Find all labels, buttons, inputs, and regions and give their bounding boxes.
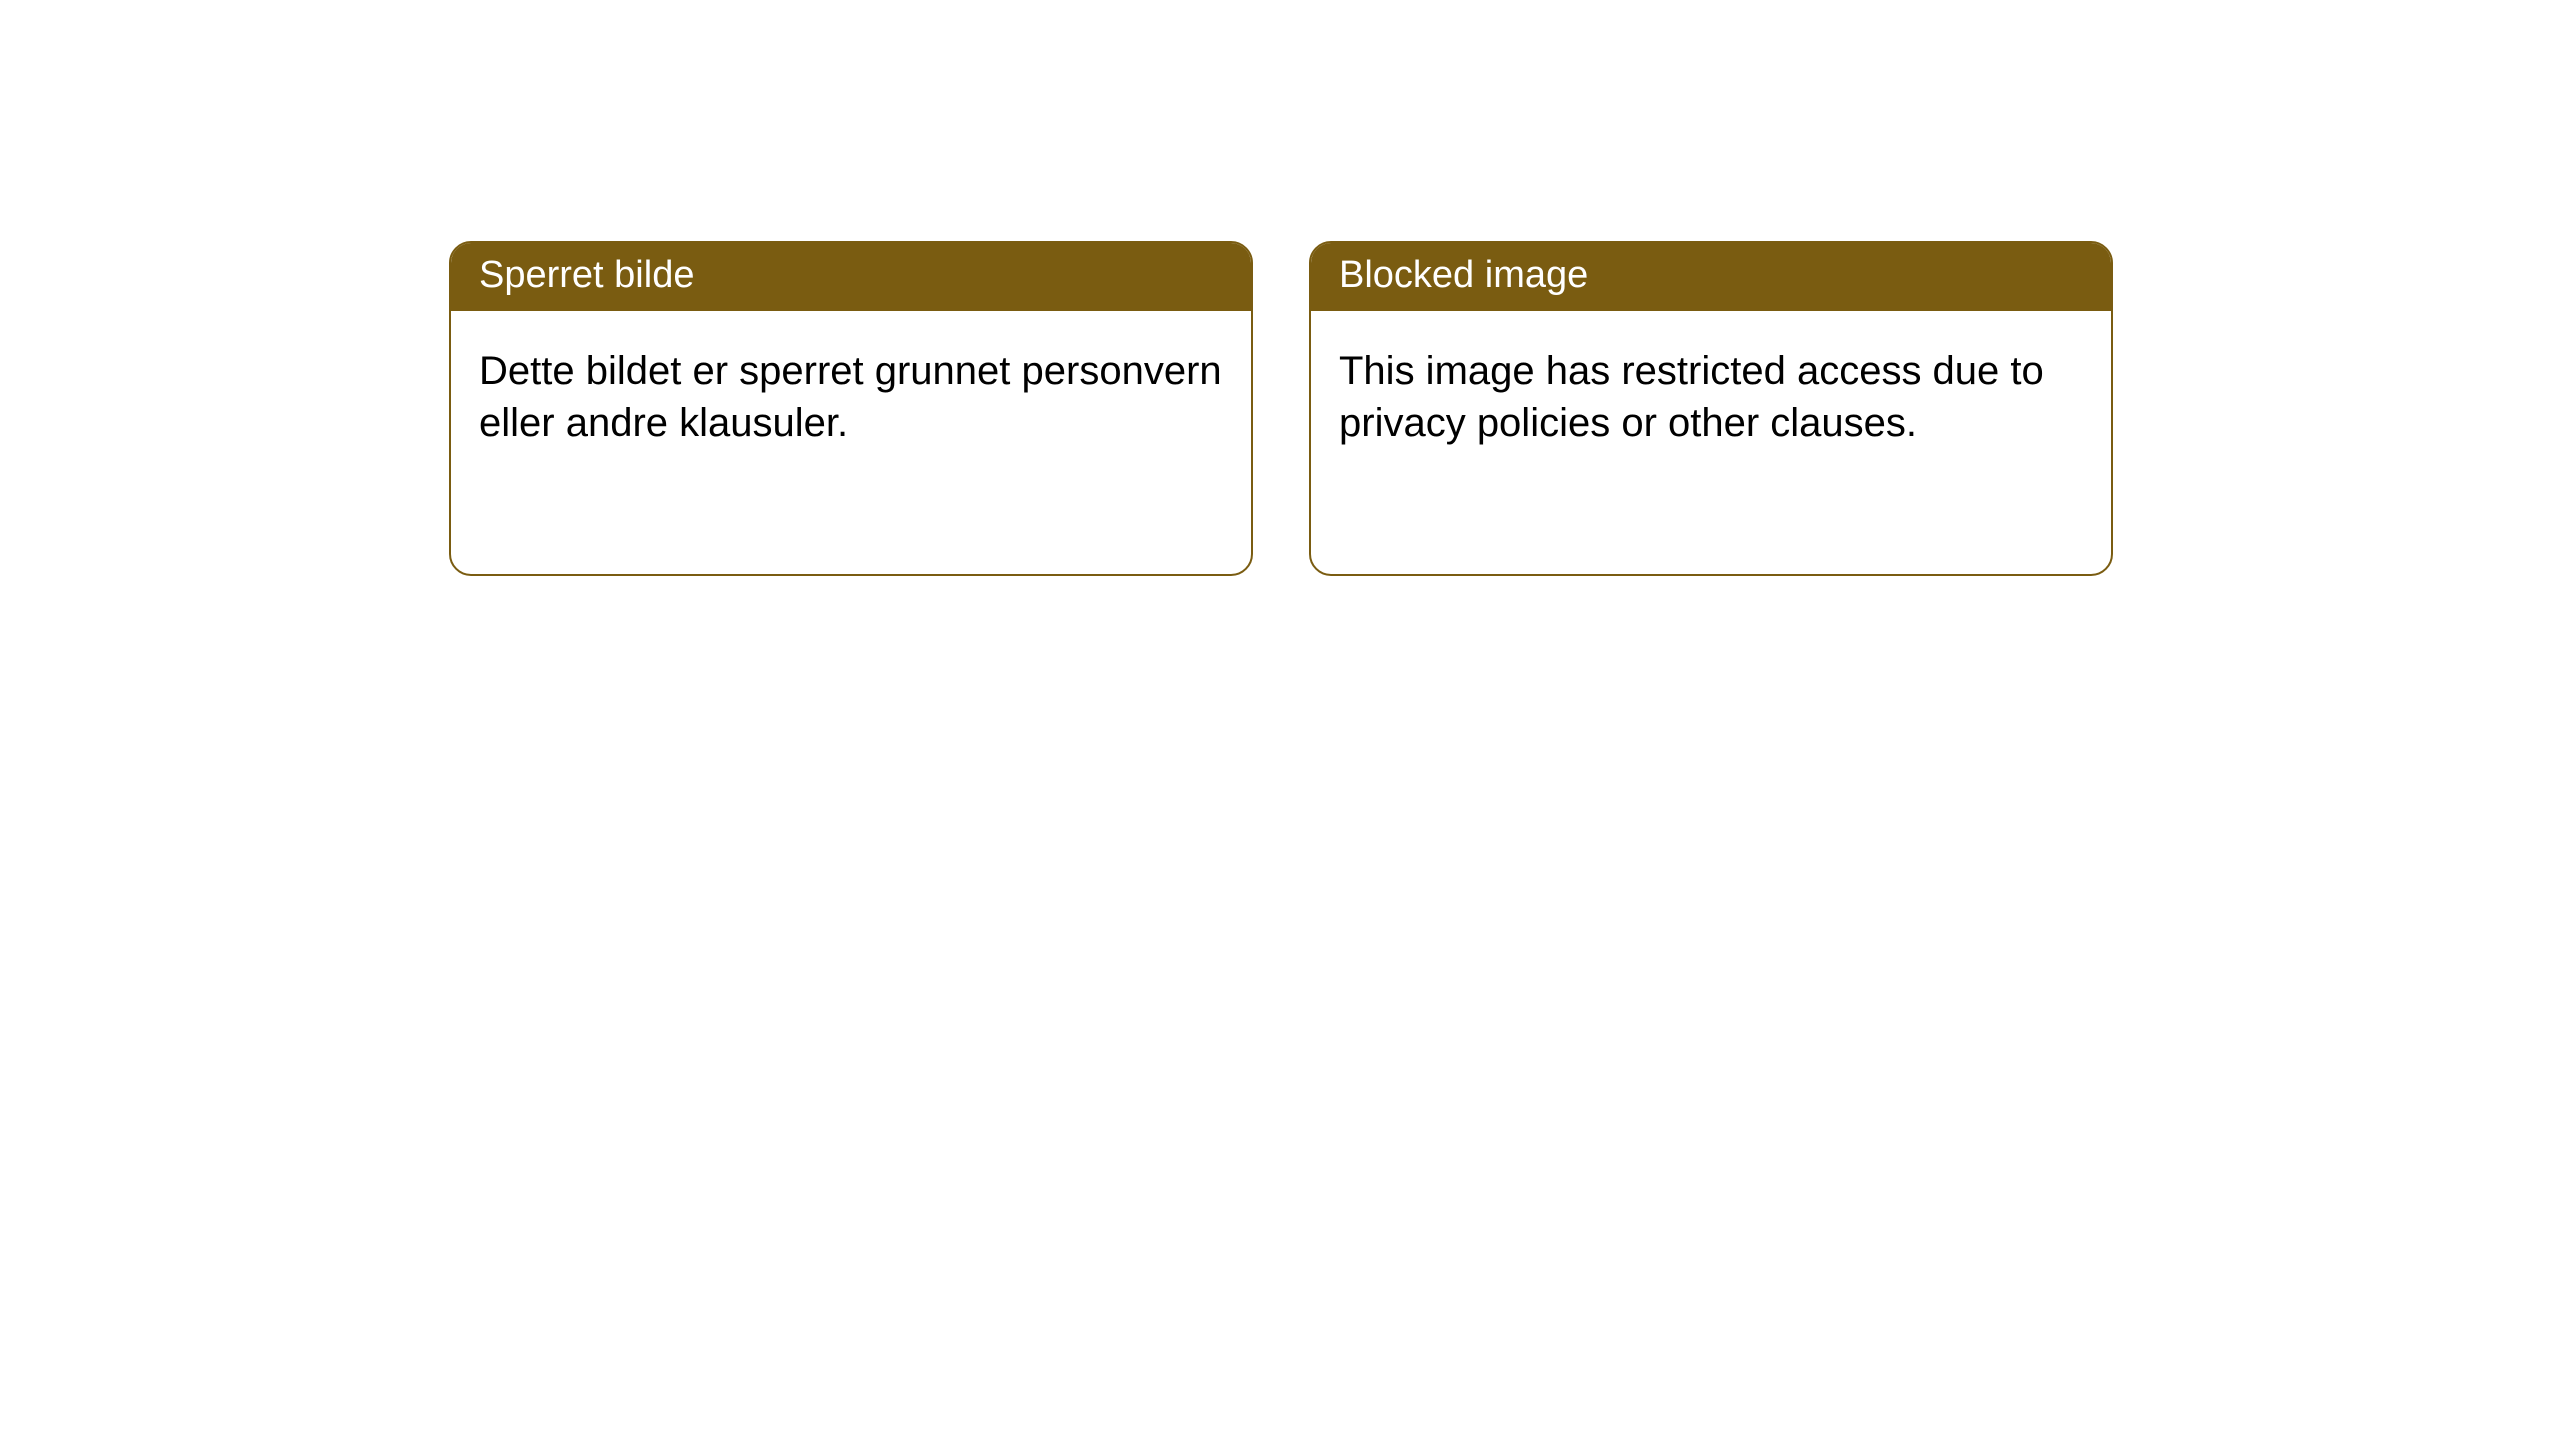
notice-container: Sperret bilde Dette bildet er sperret gr… [449, 241, 2113, 576]
notice-body: This image has restricted access due to … [1311, 311, 2111, 485]
notice-card-english: Blocked image This image has restricted … [1309, 241, 2113, 576]
notice-card-norwegian: Sperret bilde Dette bildet er sperret gr… [449, 241, 1253, 576]
notice-body: Dette bildet er sperret grunnet personve… [451, 311, 1251, 485]
notice-title: Blocked image [1311, 243, 2111, 311]
notice-title: Sperret bilde [451, 243, 1251, 311]
